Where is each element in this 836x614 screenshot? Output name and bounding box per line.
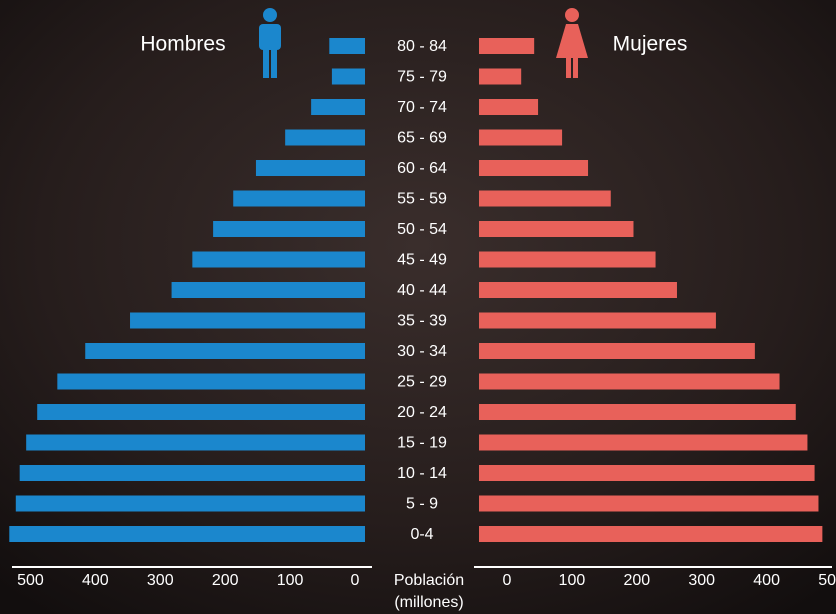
x-tick-label: 0 — [503, 572, 512, 589]
bar — [329, 38, 365, 54]
bar — [479, 251, 656, 268]
bar — [233, 190, 365, 207]
bar — [479, 495, 819, 512]
bar — [171, 282, 365, 298]
x-tick-label: 100 — [559, 572, 586, 589]
x-axis-label: (millones) — [394, 594, 463, 611]
category-label: 5 - 9 — [406, 496, 438, 513]
bar — [85, 343, 365, 359]
bar — [479, 526, 823, 542]
bar — [37, 404, 365, 420]
bar — [479, 99, 539, 115]
bar — [479, 373, 780, 390]
legend-label: Hombres — [140, 33, 225, 56]
bar — [479, 160, 589, 176]
category-label: 25 - 29 — [397, 374, 447, 391]
bar — [479, 404, 796, 420]
category-label: 20 - 24 — [397, 404, 447, 421]
x-tick-label: 300 — [147, 572, 174, 589]
x-tick-label: 500 — [17, 572, 44, 589]
bar — [15, 495, 365, 512]
category-label: 10 - 14 — [397, 465, 447, 482]
category-label: 50 - 54 — [397, 221, 447, 238]
x-tick-label: 200 — [623, 572, 650, 589]
category-label: 30 - 34 — [397, 343, 447, 360]
bar — [479, 312, 716, 329]
category-label: 0-4 — [410, 526, 433, 543]
female-icon — [556, 8, 588, 78]
x-tick-label: 100 — [277, 572, 304, 589]
bar — [479, 190, 611, 207]
bar — [26, 434, 365, 451]
category-label: 55 - 59 — [397, 191, 447, 208]
bar — [311, 99, 365, 115]
legend-label: Mujeres — [613, 33, 688, 56]
bar — [9, 526, 365, 542]
bar — [192, 251, 365, 268]
male-icon — [259, 8, 281, 78]
bar — [479, 129, 563, 146]
category-label: 45 - 49 — [397, 252, 447, 269]
category-label: 60 - 64 — [397, 160, 447, 177]
bar — [479, 434, 808, 451]
bar — [57, 373, 366, 390]
category-label: 70 - 74 — [397, 99, 447, 116]
category-label: 35 - 39 — [397, 313, 447, 330]
bar — [19, 465, 366, 481]
bar — [130, 312, 365, 329]
x-tick-label: 0 — [351, 572, 360, 589]
category-label: 80 - 84 — [397, 38, 447, 55]
x-tick-label: 400 — [82, 572, 109, 589]
category-label: 40 - 44 — [397, 282, 447, 299]
category-label: 15 - 19 — [397, 435, 447, 452]
bar — [479, 282, 677, 298]
x-axis-label: Población — [394, 572, 464, 589]
x-tick-label: 400 — [753, 572, 780, 589]
bar — [479, 343, 755, 359]
category-label: 75 - 79 — [397, 69, 447, 86]
x-tick-label: 200 — [212, 572, 239, 589]
bar — [213, 221, 365, 237]
x-tick-label: 300 — [688, 572, 715, 589]
bar — [331, 68, 365, 85]
bar — [479, 38, 535, 54]
bar — [285, 129, 365, 146]
bar — [255, 160, 365, 176]
bar — [479, 221, 634, 237]
category-label: 65 - 69 — [397, 130, 447, 147]
bar — [479, 465, 815, 481]
x-tick-label: 500 — [818, 572, 836, 589]
bar — [479, 68, 522, 85]
